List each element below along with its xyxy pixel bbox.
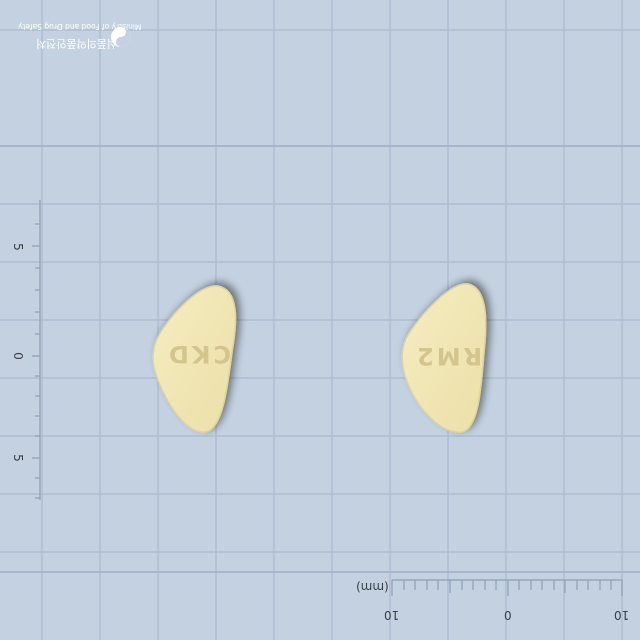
vertical-scale-label-top: 5 (10, 243, 25, 251)
mfds-logo-name-ko: 식품의약품안전처 (36, 37, 117, 50)
mfds-logo-icon (111, 27, 131, 47)
horizontal-scale-label-right: 10 (614, 608, 630, 622)
tablet-left-imprint: CKD (166, 340, 232, 368)
tablet-left (152, 285, 237, 433)
horizontal-scale-ruler (391, 579, 623, 596)
vertical-scale-ruler (32, 200, 41, 500)
mfds-logo-name-en: Ministry of Food and Drug Safety (18, 22, 142, 31)
horizontal-scale-unit: (mm) (356, 580, 389, 594)
tablet-left-body (152, 285, 237, 433)
vertical-scale-label-bottom: 5 (10, 454, 25, 462)
vertical-scale-label-zero: 0 (10, 352, 25, 360)
tablet-right (401, 283, 487, 433)
tablet-right-body (401, 283, 487, 433)
tablet-right-imprint: RM2 (414, 342, 483, 370)
horizontal-scale-label-left: 10 (384, 608, 400, 622)
mfds-logo: Ministry of Food and Drug Safety 식품의약품안전… (10, 14, 141, 58)
grid-major (0, 145, 640, 573)
horizontal-scale-label-zero: 0 (504, 608, 512, 622)
